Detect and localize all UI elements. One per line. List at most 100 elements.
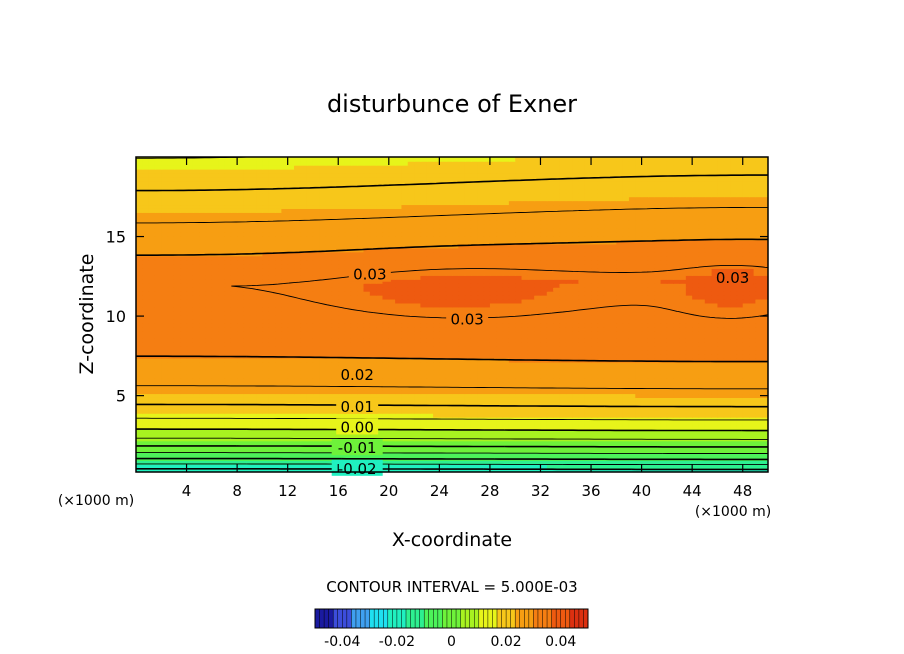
contour-cell [199, 373, 207, 379]
contour-cell [439, 361, 447, 367]
contour-cell [641, 401, 649, 406]
contour-cell [224, 397, 232, 402]
contour-cell [742, 298, 750, 304]
contour-cell [224, 326, 232, 332]
contour-cell [357, 393, 365, 398]
contour-cell [666, 283, 674, 288]
contour-cell [205, 389, 213, 395]
contour-cell [458, 330, 466, 335]
contour-cell [420, 286, 428, 292]
contour-cell [249, 389, 257, 395]
contour-cell [306, 302, 314, 308]
contour-cell [167, 460, 175, 465]
contour-cell [256, 460, 264, 465]
contour-cell [218, 468, 226, 472]
contour-cell [287, 326, 295, 332]
contour-cell [275, 412, 283, 418]
contour-cell [527, 409, 535, 414]
contour-cell [445, 393, 453, 398]
contour-cell [401, 283, 409, 288]
contour-cell [660, 464, 668, 469]
contour-cell [489, 310, 498, 316]
contour-cell [376, 298, 384, 304]
contour-cell [186, 365, 194, 371]
contour-cell [698, 424, 706, 430]
contour-cell [591, 318, 599, 324]
contour-cell [205, 468, 213, 472]
contour-cell [433, 346, 441, 351]
contour-cell [262, 460, 270, 465]
contour-cell [300, 405, 308, 410]
contour-cell [578, 302, 586, 308]
contour-cell [180, 444, 188, 450]
contour-cell [761, 286, 768, 292]
contour-cell [464, 275, 472, 280]
contour-cell [641, 338, 649, 343]
contour-cell [142, 334, 150, 339]
contour-cell [319, 428, 327, 434]
contour-cell [452, 373, 460, 379]
contour-cell [369, 334, 377, 339]
contour-cell [508, 361, 516, 367]
contour-cell [300, 346, 308, 351]
contour-cell [249, 393, 257, 398]
contour-cell [218, 306, 226, 312]
contour-cell [199, 377, 207, 383]
contour-cell [180, 409, 188, 414]
contour-cell [534, 349, 542, 355]
contour-cell [723, 381, 731, 387]
contour-cell [300, 428, 308, 434]
contour-cell [256, 381, 264, 387]
contour-cell [616, 432, 624, 438]
contour-cell [546, 314, 554, 320]
contour-cell [622, 298, 630, 304]
contour-cell [584, 452, 592, 458]
contour-cell [508, 428, 516, 434]
contour-cell [515, 302, 523, 308]
contour-cell [578, 279, 586, 284]
contour-cell [527, 279, 535, 284]
contour-cell [350, 294, 358, 300]
contour-cell [654, 369, 662, 375]
contour-cell [173, 401, 182, 406]
contour-cell [597, 302, 605, 308]
contour-cell [711, 389, 719, 395]
contour-cell [704, 420, 712, 426]
contour-cell [363, 290, 371, 296]
contour-cell [167, 468, 175, 472]
contour-cell [685, 294, 693, 300]
contour-cell [407, 397, 415, 402]
contour-cell [420, 283, 428, 288]
contour-cell [237, 298, 245, 304]
contour-cell [312, 397, 321, 402]
contour-cell [635, 448, 643, 454]
contour-cell [666, 460, 674, 465]
contour-cell [256, 302, 264, 308]
contour-cell [148, 377, 156, 383]
contour-cell [761, 416, 768, 422]
contour-cell [230, 310, 238, 316]
contour-cell [136, 409, 144, 414]
contour-cell [186, 294, 194, 300]
contour-cell [654, 290, 662, 296]
contour-cell [572, 397, 580, 402]
contour-cell [458, 464, 466, 469]
contour-cell [173, 416, 182, 422]
contour-cell [489, 377, 498, 383]
contour-cell [376, 302, 384, 308]
contour-cell [553, 314, 561, 320]
contour-cell [439, 290, 447, 296]
contour-cell [458, 377, 466, 383]
contour-cell [654, 322, 662, 328]
contour-cell [755, 452, 763, 458]
contour-cell [369, 349, 377, 355]
contour-cell [641, 377, 649, 383]
contour-cell [597, 286, 605, 292]
contour-cell [692, 464, 700, 469]
contour-cell [439, 409, 447, 414]
contour-cell [553, 342, 561, 347]
contour-cell [496, 294, 504, 300]
contour-cell [218, 460, 226, 465]
contour-cell [483, 353, 491, 359]
contour-cell [186, 464, 194, 469]
